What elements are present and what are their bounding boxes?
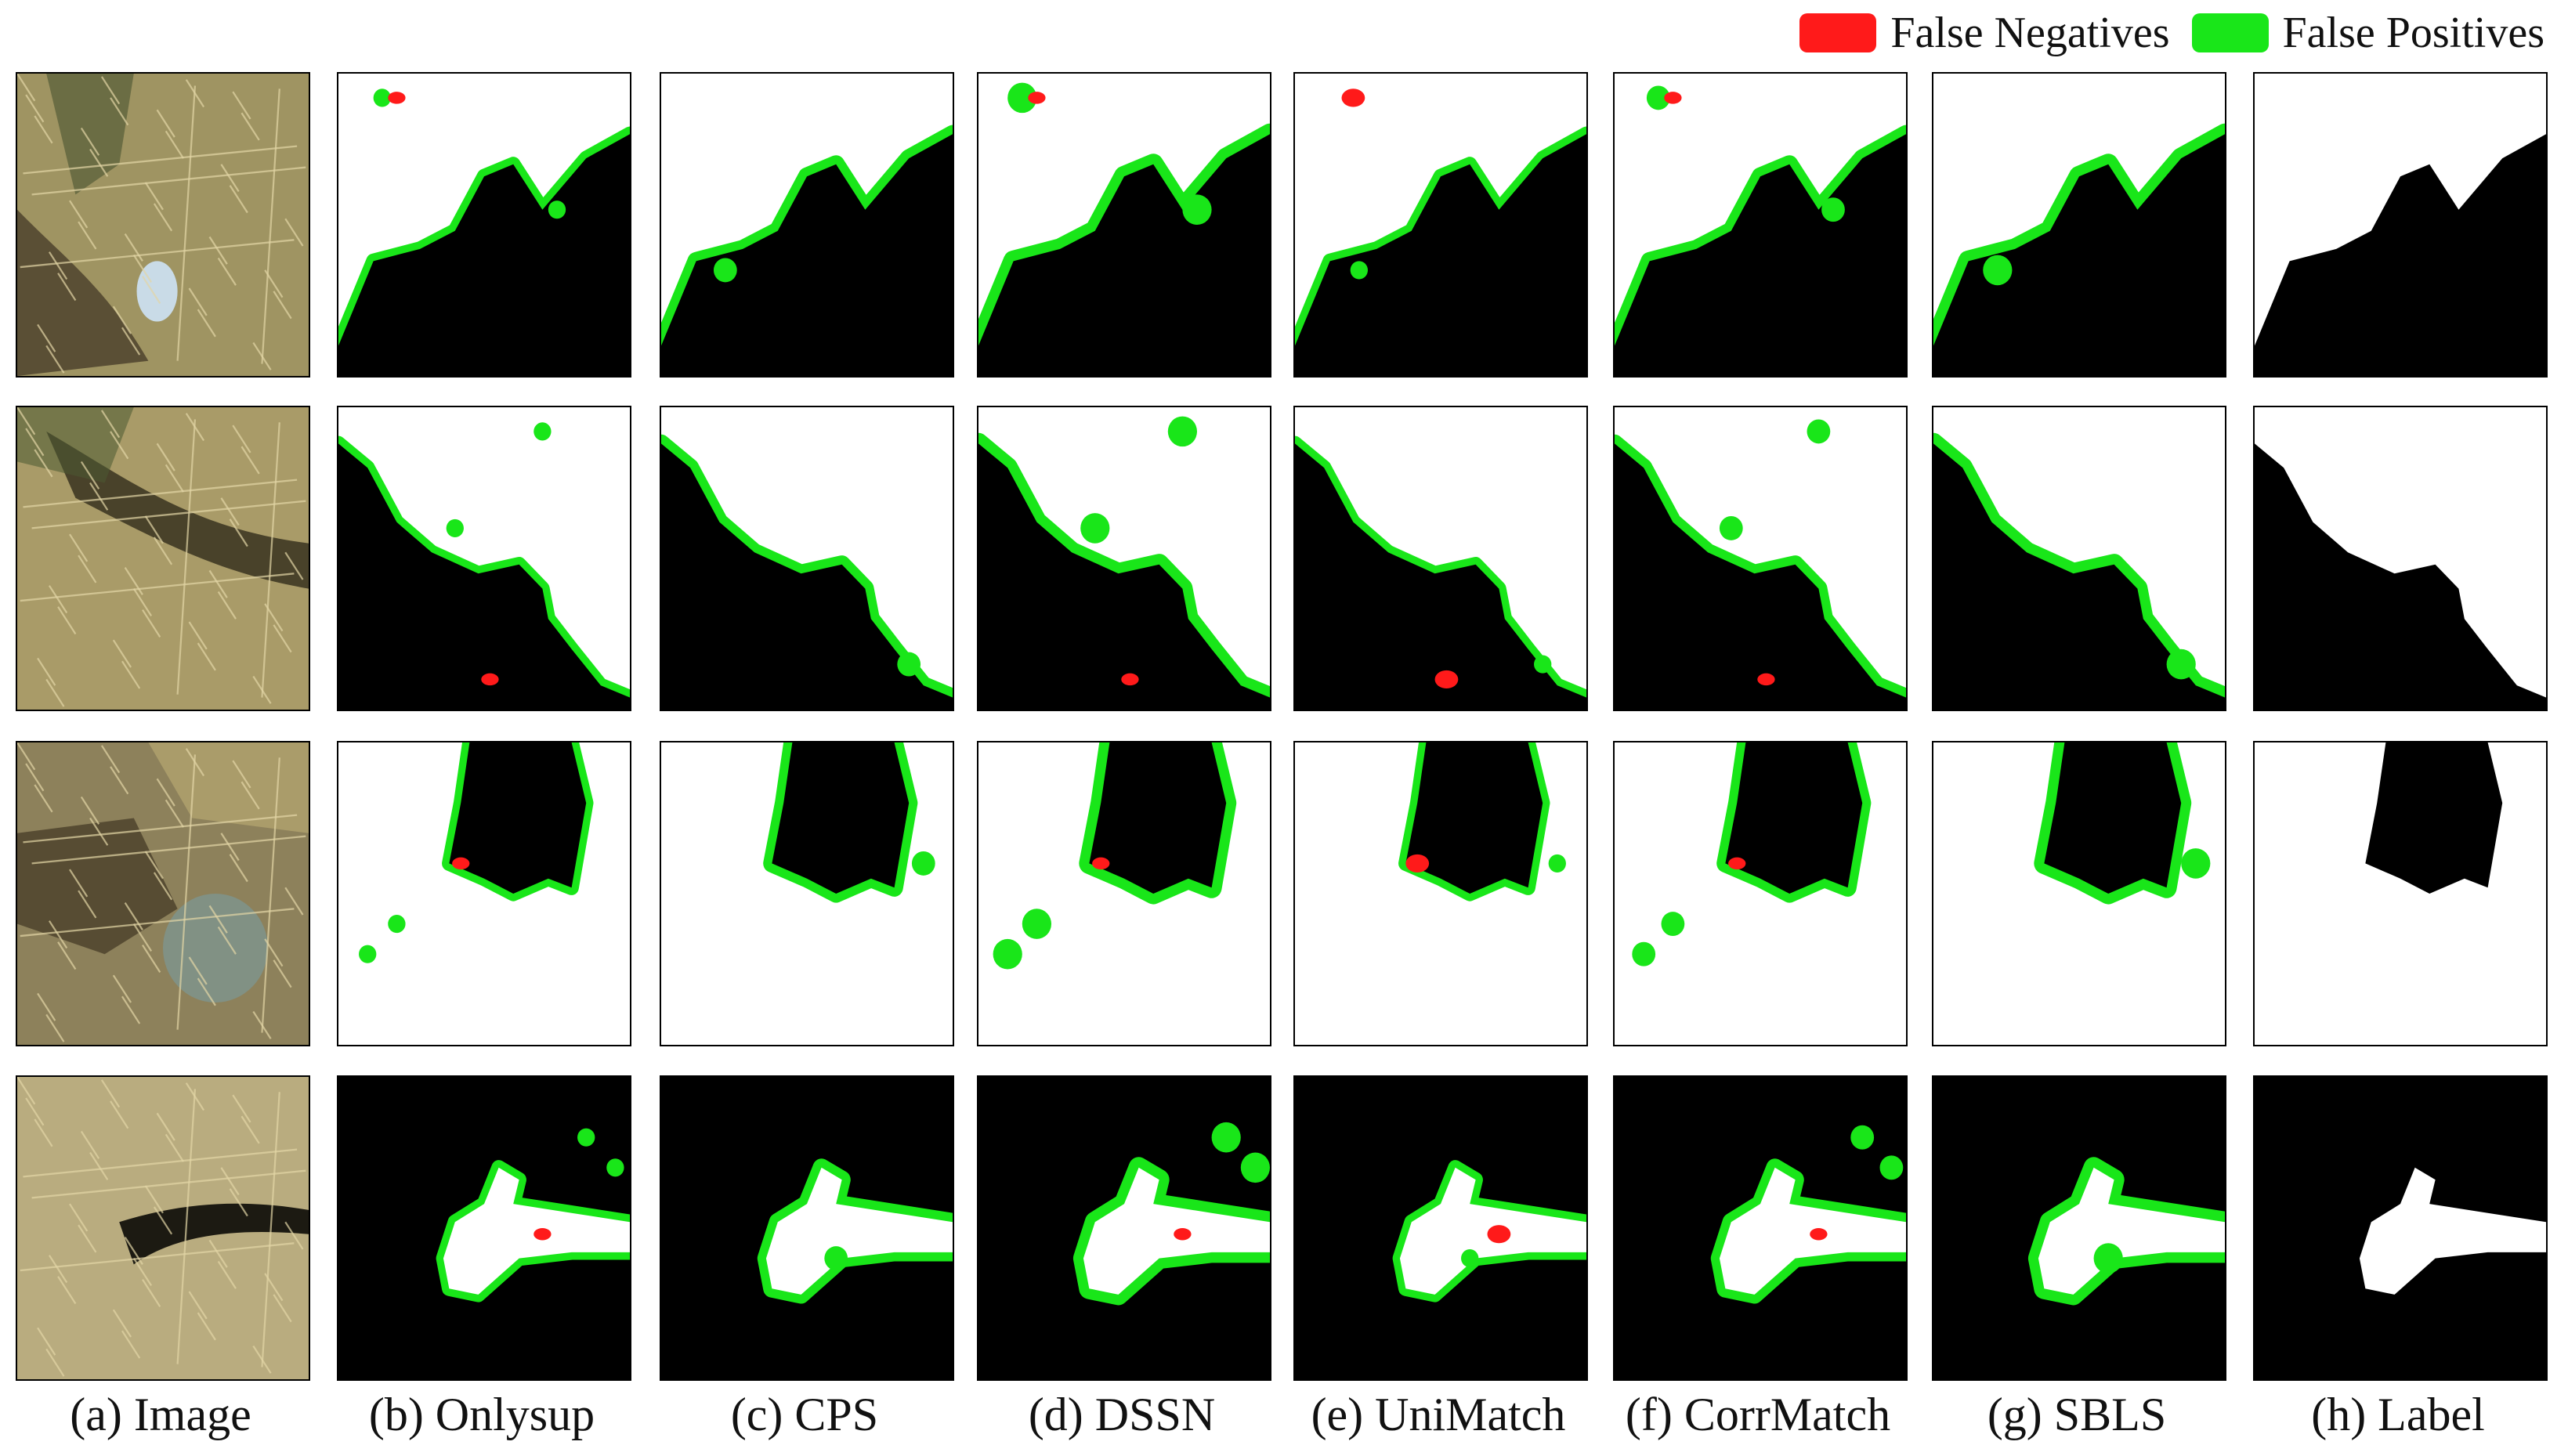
- unimatch-mask: [1293, 1075, 1588, 1381]
- sbls-mask: [1932, 741, 2226, 1046]
- label-mask: [2253, 741, 2548, 1046]
- corrmatch-mask: [1613, 741, 1908, 1046]
- onlysup-mask: [337, 1075, 631, 1381]
- caption-dssn: (d) DSSN: [1028, 1389, 1216, 1440]
- caption-label: (h) Label: [2311, 1389, 2485, 1440]
- legend-false-positives: False Positives: [2191, 8, 2544, 58]
- false-positives-label: False Positives: [2282, 9, 2544, 57]
- sbls-mask: [1932, 1075, 2226, 1381]
- false-positives-swatch: [2191, 13, 2269, 52]
- input-image: [16, 72, 310, 378]
- input-image: [16, 741, 310, 1046]
- label-mask: [2253, 72, 2548, 378]
- caption-unimatch: (e) UniMatch: [1311, 1389, 1566, 1440]
- label-mask: [2253, 406, 2548, 711]
- input-image: [16, 406, 310, 711]
- cps-mask: [660, 72, 954, 378]
- false-negatives-swatch: [1799, 13, 1877, 52]
- sbls-mask: [1932, 406, 2226, 711]
- dssn-mask: [977, 741, 1271, 1046]
- dssn-mask: [977, 406, 1271, 711]
- dssn-mask: [977, 72, 1271, 378]
- caption-sbls: (g) SBLS: [1987, 1389, 2167, 1440]
- label-mask: [2253, 1075, 2548, 1381]
- onlysup-mask: [337, 406, 631, 711]
- corrmatch-mask: [1613, 72, 1908, 378]
- cps-mask: [660, 1075, 954, 1381]
- onlysup-mask: [337, 72, 631, 378]
- input-image: [16, 1075, 310, 1381]
- unimatch-mask: [1293, 741, 1588, 1046]
- onlysup-mask: [337, 741, 631, 1046]
- cps-mask: [660, 741, 954, 1046]
- unimatch-mask: [1293, 72, 1588, 378]
- caption-cps: (c) CPS: [730, 1389, 879, 1440]
- sbls-mask: [1932, 72, 2226, 378]
- corrmatch-mask: [1613, 1075, 1908, 1381]
- cps-mask: [660, 406, 954, 711]
- unimatch-mask: [1293, 406, 1588, 711]
- dssn-mask: [977, 1075, 1271, 1381]
- false-negatives-label: False Negatives: [1890, 9, 2170, 57]
- caption-onlysup: (b) Onlysup: [368, 1389, 595, 1440]
- caption-corrmatch: (f) CorrMatch: [1625, 1389, 1891, 1440]
- caption-image: (a) Image: [70, 1389, 251, 1440]
- legend: False Negatives False Positives: [1799, 8, 2544, 58]
- corrmatch-mask: [1613, 406, 1908, 711]
- legend-false-negatives: False Negatives: [1799, 8, 2170, 58]
